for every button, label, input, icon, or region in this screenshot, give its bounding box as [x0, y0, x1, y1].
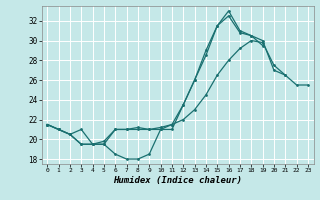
X-axis label: Humidex (Indice chaleur): Humidex (Indice chaleur) [113, 176, 242, 185]
